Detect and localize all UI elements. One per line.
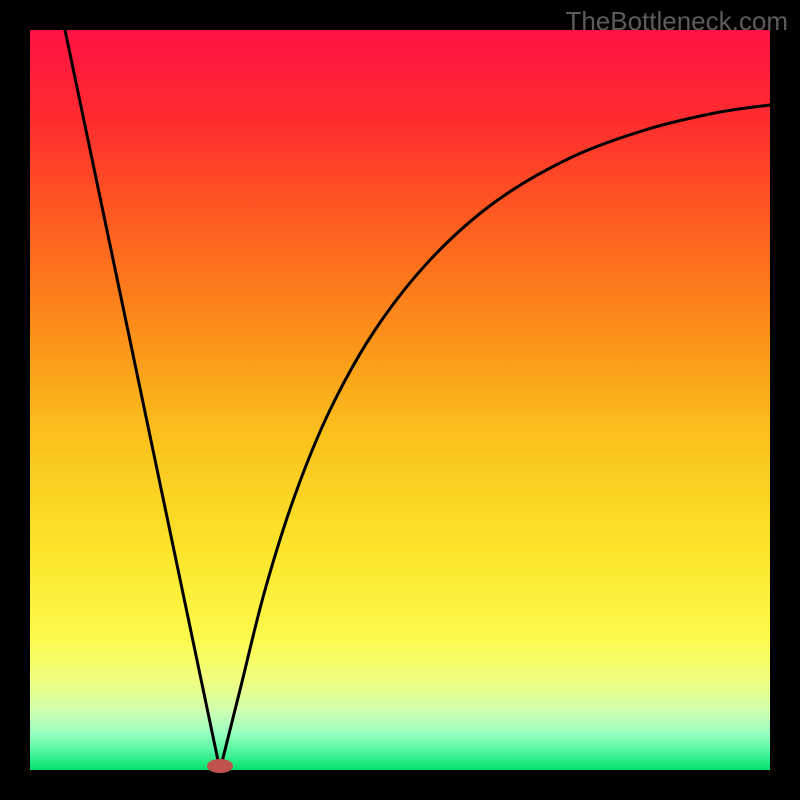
plot-area (30, 30, 770, 770)
chart-frame: TheBottleneck.com (0, 0, 800, 800)
minimum-marker (207, 759, 233, 773)
curve-svg (30, 30, 770, 770)
